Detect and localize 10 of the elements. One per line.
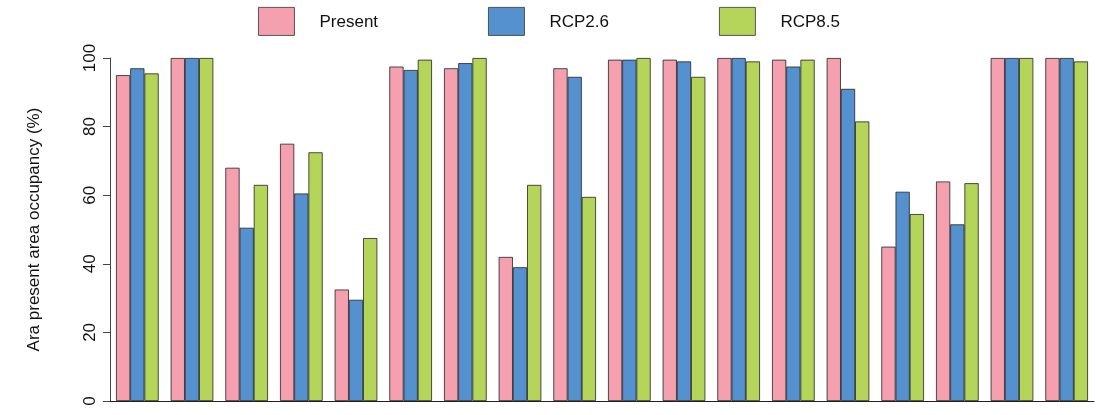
legend-label: RCP8.5	[780, 11, 840, 31]
legend-label: RCP2.6	[549, 11, 609, 31]
y-tick-label: 80	[80, 117, 99, 137]
y-axis-title: Ara present area occupancy (%)	[24, 107, 43, 352]
y-tick-label: 40	[80, 254, 99, 274]
legend-label: Present	[319, 11, 379, 31]
y-tick-label: 100	[80, 43, 99, 73]
y-tick-label: 0	[80, 396, 99, 406]
y-tick-label: 60	[80, 185, 99, 205]
y-tick-label: 20	[80, 322, 99, 342]
